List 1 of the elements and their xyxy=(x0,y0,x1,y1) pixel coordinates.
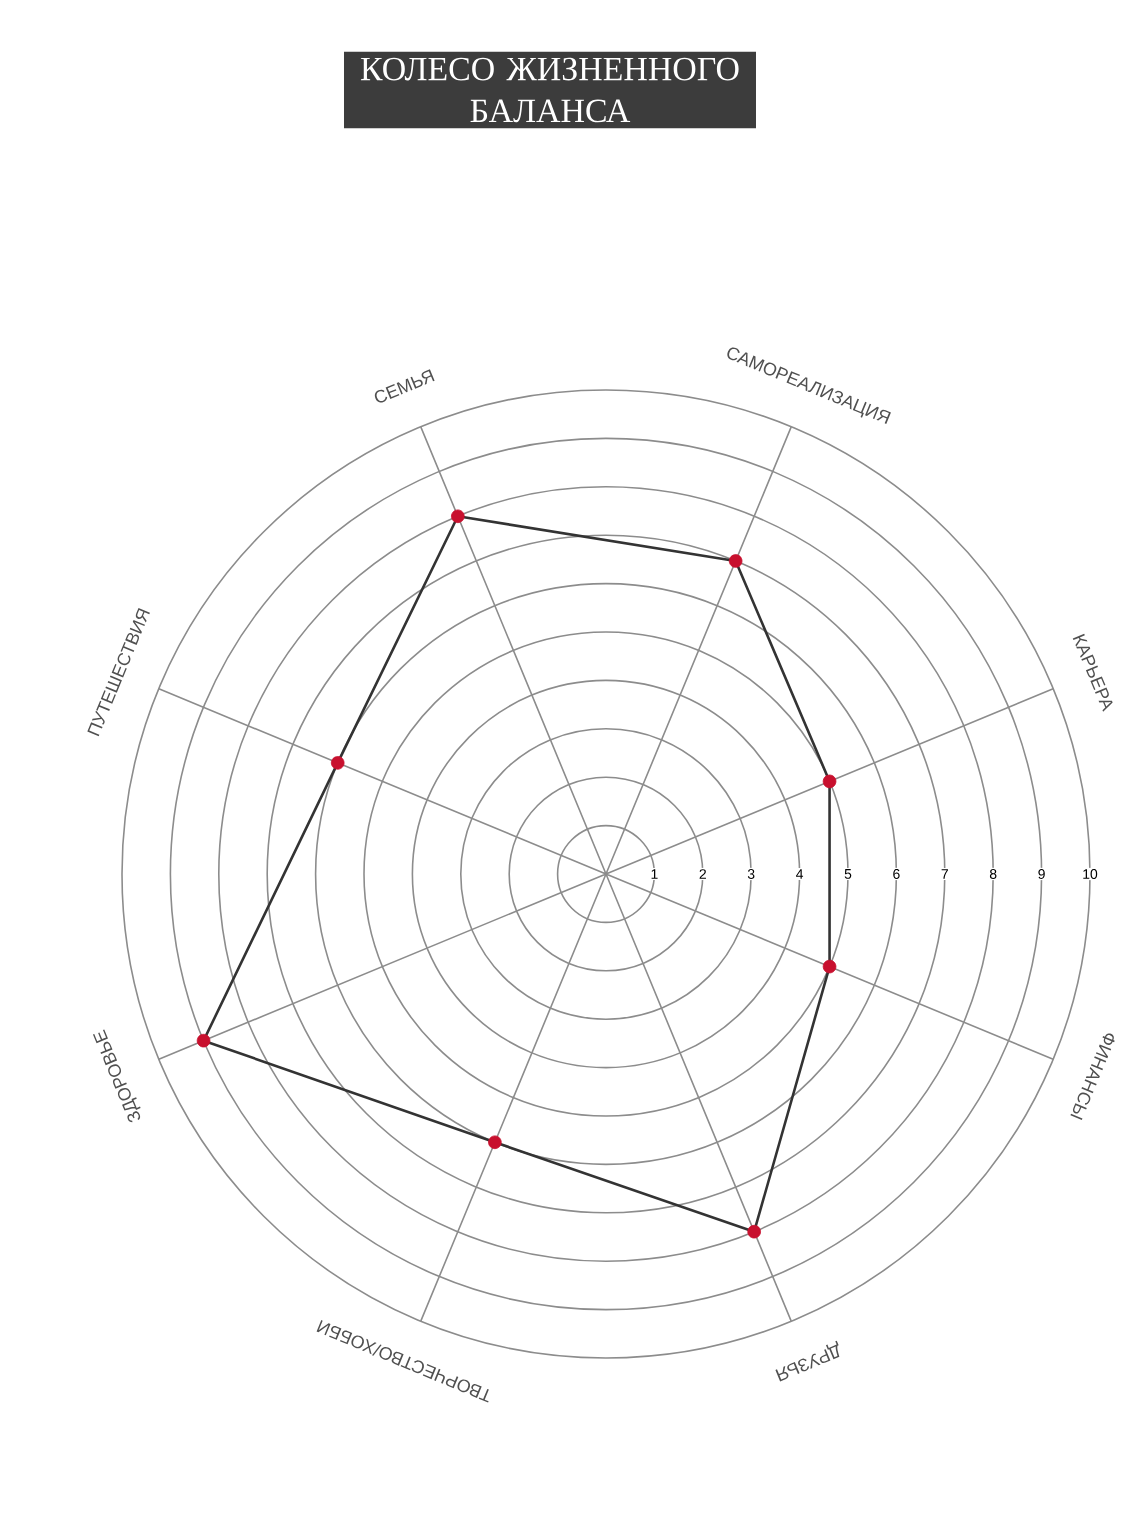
chart-title: КОЛЕСО ЖИЗНЕННОГО БАЛАНСА xyxy=(361,57,739,123)
